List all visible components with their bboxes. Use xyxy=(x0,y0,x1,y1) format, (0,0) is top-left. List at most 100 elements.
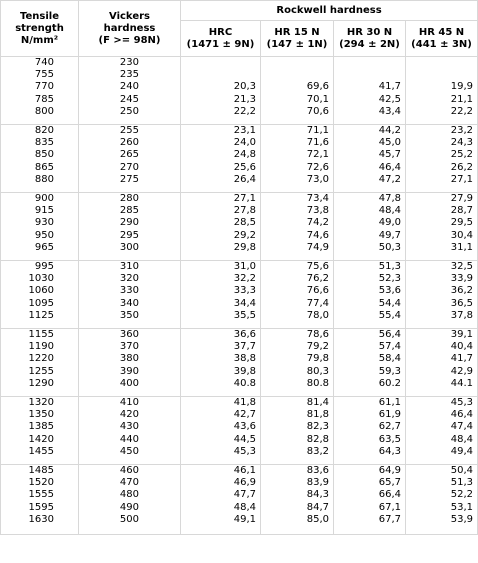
value-hr15n: 73,8 xyxy=(306,205,329,217)
value-hr15n: 83,2 xyxy=(306,445,329,457)
value-hr15n: 75,6 xyxy=(306,261,329,273)
value-hr30n: 49,7 xyxy=(378,229,401,241)
value-hr45n xyxy=(407,58,477,70)
column-vickers-cell: 460 470 480 490 500 xyxy=(78,464,181,535)
value-hr45n: 46,4 xyxy=(450,409,474,421)
value-hr45n: 36,2 xyxy=(450,285,474,297)
column-hrc-cell: 36,6 37,7 38,8 39,8 40.8 xyxy=(180,328,261,397)
value-vickers: 290 xyxy=(119,217,139,229)
value-hr30n: 45,0 xyxy=(378,137,401,149)
column-tensile-strength-cell: 740 755 770 785 800 xyxy=(0,56,79,125)
value-hr45n: 31,1 xyxy=(450,241,474,253)
value-vickers: 275 xyxy=(119,173,139,185)
value-hr15n: 79,2 xyxy=(306,341,329,353)
column-tensile-strength-cell: 995 1030 1060 1095 1125 xyxy=(0,260,79,329)
value-tensile-strength: 965 xyxy=(34,241,54,253)
value-hr15n: 81,4 xyxy=(306,397,329,409)
value-hrc: 45,3 xyxy=(233,445,256,457)
column-hrc-cell: 20,3 21,3 22,2 xyxy=(180,56,261,125)
column-hr15n-cell: 75,6 76,2 76,6 77,4 78,0 xyxy=(260,260,334,329)
column-hrc-cell: 23,1 24,0 24,8 25,6 26,4 xyxy=(180,124,261,193)
table-row-group: 1320 1350 1385 1420 1455 410 420 430 440 450 41,8 4… xyxy=(0,396,478,465)
value-hr30n: 57,4 xyxy=(378,341,401,353)
column-hr30n-cell: 41,7 42,5 43,4 xyxy=(333,56,406,125)
value-hr30n: 60.2 xyxy=(378,377,401,389)
value-vickers: 250 xyxy=(119,105,139,117)
value-hrc: 22,2 xyxy=(233,105,256,117)
value-hr30n: 56,4 xyxy=(378,329,401,341)
value-tensile-strength: 1320 xyxy=(28,397,54,409)
column-hr30n-cell: 61,1 61,9 62,7 63,5 64,3 xyxy=(333,396,406,465)
column-vickers-cell: 280 285 290 295 300 xyxy=(78,192,181,261)
value-hrc: 43,6 xyxy=(233,421,256,433)
value-hr30n xyxy=(335,58,405,70)
table-row-group: 1485 1520 1555 1595 1630 460 470 480 490 500 46,1 4… xyxy=(0,464,478,535)
value-hr30n: 64,9 xyxy=(378,465,401,477)
value-vickers: 285 xyxy=(119,205,139,217)
value-hr15n: 72,1 xyxy=(306,149,329,161)
table-row-group: 995 1030 1060 1095 1125 310 320 330 340 350 31,0 32… xyxy=(0,260,478,329)
column-hr45n-cell: 50,4 51,3 52,2 53,1 53,9 xyxy=(404,464,478,535)
value-hrc: 28,5 xyxy=(233,217,256,229)
header-tensile-strength: Tensile strength N/mm² xyxy=(0,0,79,57)
column-hr45n-cell: 19,9 21,1 22,2 xyxy=(404,56,478,125)
value-vickers: 390 xyxy=(119,365,139,377)
value-hr30n: 63,5 xyxy=(378,433,401,445)
table-row-group: 1155 1190 1220 1255 1290 360 370 380 390 400 36,6 3… xyxy=(0,328,478,397)
value-hr45n: 24,3 xyxy=(450,137,474,149)
value-hr15n: 73,4 xyxy=(306,193,329,205)
value-hrc: 33,3 xyxy=(233,285,256,297)
value-tensile-strength: 950 xyxy=(34,229,54,241)
column-tensile-strength-cell: 900 915 930 950 965 xyxy=(0,192,79,261)
header-vickers-hardness: Vickers hardness (F >= 98N) xyxy=(78,0,181,57)
value-hr45n: 48,4 xyxy=(450,433,474,445)
value-hrc: 38,8 xyxy=(233,353,256,365)
column-hr30n-cell: 56,4 57,4 58,4 59,3 60.2 xyxy=(333,328,406,397)
value-hr15n: 69,6 xyxy=(306,81,329,93)
value-hr15n: 76,6 xyxy=(306,285,329,297)
value-hrc: 36,6 xyxy=(233,329,256,341)
value-hr45n: 37,8 xyxy=(450,309,474,321)
value-hr30n: 53,6 xyxy=(378,285,401,297)
value-hr30n: 44,2 xyxy=(378,125,401,137)
value-tensile-strength: 1595 xyxy=(28,501,54,513)
value-hr45n: 41,7 xyxy=(450,353,474,365)
value-hr15n: 84,7 xyxy=(306,501,329,513)
value-hr30n: 62,7 xyxy=(378,421,401,433)
table-row-group: 900 915 930 950 965 280 285 290 295 300 27,1 27,8 28… xyxy=(0,192,478,261)
column-hr30n-cell: 47,8 48,4 49,0 49,7 50,3 xyxy=(333,192,406,261)
value-vickers: 470 xyxy=(119,477,139,489)
column-tensile-strength-cell: 1485 1520 1555 1595 1630 xyxy=(0,464,79,535)
value-hrc: 27,1 xyxy=(233,193,256,205)
column-hr30n-cell: 51,3 52,3 53,6 54,4 55,4 xyxy=(333,260,406,329)
column-hr45n-cell: 39,1 40,4 41,7 42,9 44.1 xyxy=(404,328,478,397)
value-hr45n: 27,1 xyxy=(450,173,474,185)
value-hr45n: 21,1 xyxy=(450,93,474,105)
value-hr45n: 29,5 xyxy=(450,217,474,229)
value-tensile-strength: 770 xyxy=(34,81,54,93)
value-tensile-strength: 1420 xyxy=(28,433,54,445)
value-vickers: 330 xyxy=(119,285,139,297)
value-vickers: 420 xyxy=(119,409,139,421)
value-hr45n: 42,9 xyxy=(450,365,474,377)
value-hr45n: 52,2 xyxy=(450,489,474,501)
value-hr15n: 76,2 xyxy=(306,273,329,285)
value-tensile-strength: 865 xyxy=(34,161,54,173)
value-hr45n: 49,4 xyxy=(450,445,474,457)
value-hr15n: 71,6 xyxy=(306,137,329,149)
value-hr15n: 74,9 xyxy=(306,241,329,253)
value-hrc: 47,7 xyxy=(233,489,256,501)
value-hr15n: 74,6 xyxy=(306,229,329,241)
value-tensile-strength: 880 xyxy=(34,173,54,185)
value-tensile-strength: 930 xyxy=(34,217,54,229)
value-vickers: 370 xyxy=(119,341,139,353)
value-vickers: 490 xyxy=(119,501,139,513)
value-hrc: 29,8 xyxy=(233,241,256,253)
value-tensile-strength: 1155 xyxy=(28,329,54,341)
value-hr45n: 19,9 xyxy=(450,81,474,93)
value-hr30n: 67,7 xyxy=(378,513,401,525)
value-hrc: 35,5 xyxy=(233,309,256,321)
value-hr15n: 85,0 xyxy=(306,513,329,525)
column-hr30n-cell: 44,2 45,0 45,7 46,4 47,2 xyxy=(333,124,406,193)
value-vickers: 280 xyxy=(119,193,139,205)
